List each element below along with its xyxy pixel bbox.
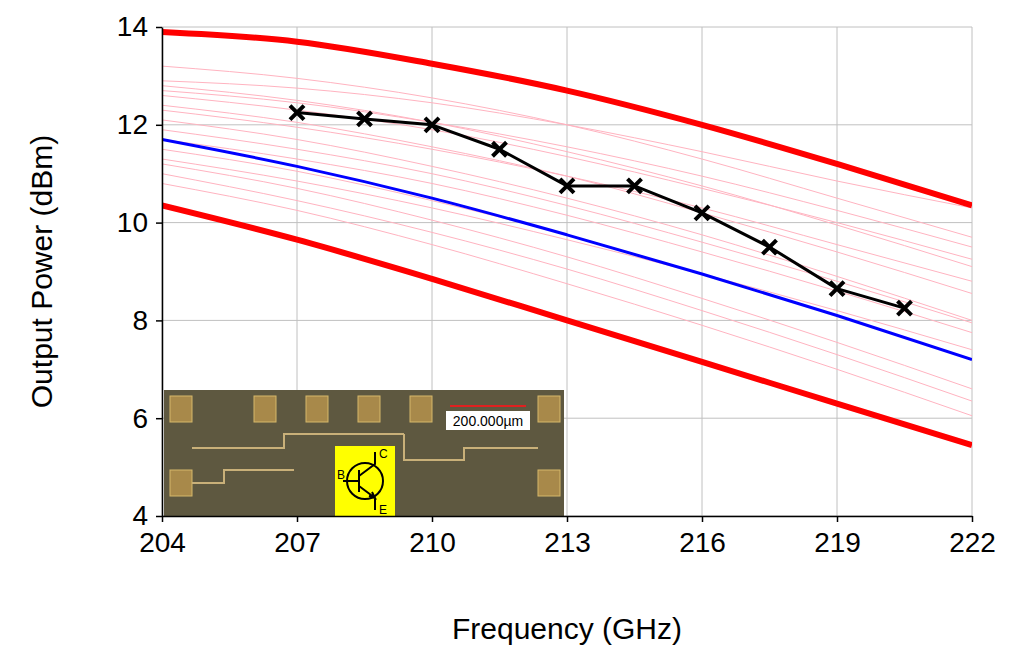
y-tick-mark [156,516,162,518]
series-line [297,113,905,309]
marker [695,206,709,220]
symbol-label: C [379,447,388,461]
y-tick-mark [156,418,162,420]
x-tick-label: 216 [679,527,726,558]
x-tick-label: 207 [274,527,321,558]
inset-pad [538,470,560,496]
y-tick-mark [156,27,162,29]
y-tick: 14 [117,11,162,42]
grid [162,27,972,516]
y-tick-label: 10 [117,207,148,238]
x-tick-label: 222 [949,527,996,558]
y-tick: 10 [117,207,162,238]
marker [763,240,777,254]
inset-pad [306,396,328,422]
symbol-lines [343,452,375,510]
series-line [162,149,972,359]
symbol-bg [335,446,395,516]
x-tick-label: 204 [139,527,186,558]
grid-line-x [162,27,163,516]
scale-label: 200.000µm [453,413,523,429]
y-tick-label: 14 [117,11,148,42]
y-axis: 4 6 8 10 12 14 [117,11,163,531]
x-tick-mark [972,516,974,522]
x-tick-mark [837,516,839,522]
symbol-label: E [379,503,387,517]
scale-label-bg [446,411,530,430]
x-tick: 207 [274,516,321,558]
y-tick-label: 8 [132,305,148,336]
x-axis: 204 207 210 213 216 219 222 [139,516,996,558]
x-tick: 213 [544,516,591,558]
x-tick: 222 [949,516,996,558]
x-tick-label: 213 [544,527,591,558]
y-axis-title: Output Power (dBm) [25,135,58,408]
series-group [162,32,972,445]
x-axis-title: Frequency (GHz) [452,612,682,645]
x-tick-mark [432,516,434,522]
series-line [162,183,972,415]
x-tick: 216 [679,516,726,558]
marker [898,301,912,315]
grid-line-x [837,27,838,516]
y-tick: 8 [132,305,162,336]
inset-pad [410,396,432,422]
series-line [162,81,972,208]
y-tick: 12 [117,109,162,140]
y-tick: 6 [132,403,162,434]
inset-pad [358,396,380,422]
plot: 200.000µm B C E 204 207 210 213 216 219 222 4 6 8 10 12… [117,11,996,557]
series-line [162,139,972,359]
inset-pad [254,396,276,422]
y-axis-line [162,28,164,517]
series-line [162,105,972,293]
y-tick-mark [156,320,162,322]
x-tick-label: 219 [814,527,861,558]
marker [493,142,507,156]
symbol-label: B [337,468,345,482]
grid-line-x [702,27,703,516]
y-tick-label: 4 [132,500,148,531]
marker [425,118,439,132]
y-tick: 4 [132,500,162,531]
inset-pad [538,396,560,422]
y-tick-mark [156,125,162,127]
grid-line-y [162,27,972,28]
y-tick-mark [156,222,162,224]
transistor-symbol: B C E [335,446,395,517]
x-tick-mark [702,516,704,522]
inset-background [164,390,564,516]
y-tick-label: 6 [132,403,148,434]
x-tick: 219 [814,516,861,558]
chart: 200.000µm B C E 204 207 210 213 216 219 222 4 6 8 10 12… [0,0,1014,655]
series-line [162,32,972,206]
grid-line-y [162,222,972,223]
inset-photo: 200.000µm B C E [164,390,564,517]
series-line [162,120,972,320]
x-tick-mark [567,516,569,522]
inset-pad [170,470,192,496]
y-tick-label: 12 [117,109,148,140]
marker [830,282,844,296]
marker [628,179,642,193]
x-tick-mark [297,516,299,522]
marker [358,112,372,126]
series-line [162,110,972,281]
scale-bar [450,405,526,407]
x-tick: 210 [409,516,456,558]
grid-line-x [567,27,568,516]
marker [560,179,574,193]
marker [290,106,304,120]
x-tick-label: 210 [409,527,456,558]
inset-pad [170,396,192,422]
